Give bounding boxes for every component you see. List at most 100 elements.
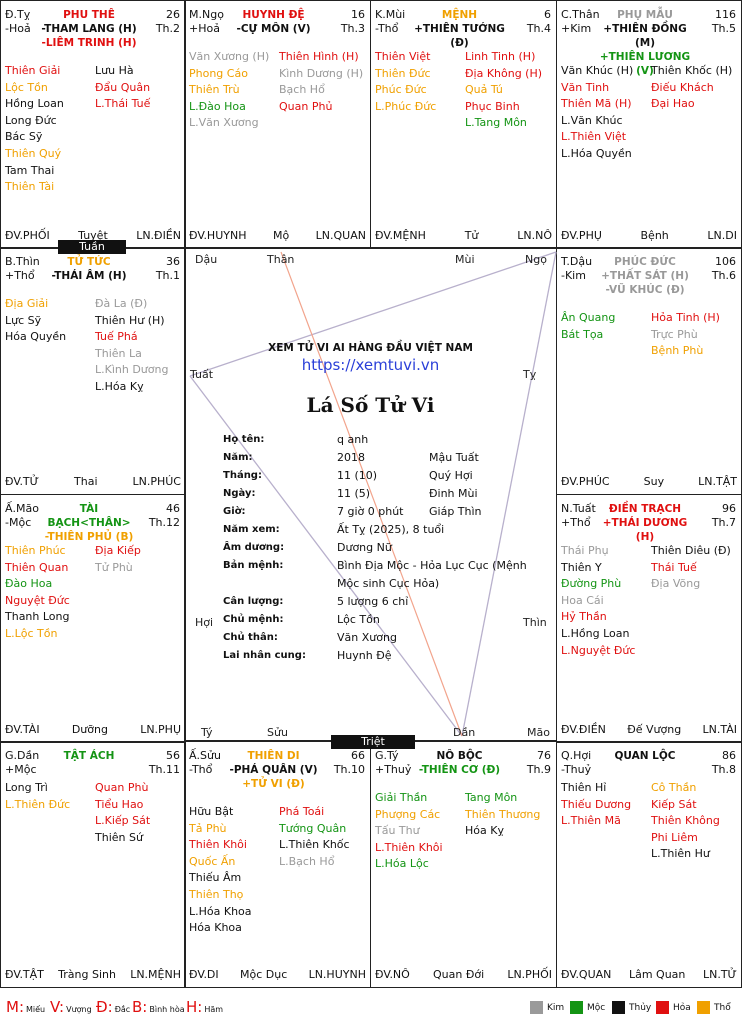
star-item: Giải Thần — [375, 791, 428, 804]
palace-house: QUAN LỘC — [614, 750, 676, 762]
main-star: +THIÊN ĐỒNG (M) — [603, 23, 687, 49]
star-item: Đà La (Đ) — [95, 297, 148, 310]
right-stars: Tang Môn Thiên Thương Hóa Kỵ — [465, 790, 540, 840]
element-swatch — [697, 1001, 710, 1014]
info-value: 7 giờ 0 phút — [337, 505, 404, 518]
branch-hoi: Hợi — [195, 616, 214, 629]
right-stars: Hỏa Tinh (H) Trực Phù Bệnh Phù — [651, 310, 720, 360]
palace-can: G.Tý — [375, 749, 399, 762]
star-item: L.Kiếp Sát — [95, 814, 151, 828]
star-item: Thiên Hỉ — [561, 781, 607, 794]
triet-marker: Triệt — [331, 735, 415, 749]
palace-thin[interactable]: B.Thìn +Thổ 36 Th.1 TỬ TỨC -THÁI ÂM (H) ĐV.TỬ T… — [0, 247, 186, 495]
palace-than[interactable]: C.Thân +Kim 116 Th.5 PHỤ MẪU +THIÊN ĐỒNG (M) +… — [556, 0, 742, 249]
legend-key: M: — [6, 998, 24, 1016]
star-item: Điếu Khách — [651, 80, 714, 94]
star-item: Kiếp Sát — [651, 797, 697, 811]
palace-dau[interactable]: T.Dậu -Kim 106 Th.6 PHÚC ĐỨC +THẤT SÁT (H) -VŨ… — [556, 247, 742, 495]
palace-footer: ĐV.MỆNH Tử LN.NÔ — [375, 229, 552, 242]
star-item: Hữu Bật — [189, 805, 234, 818]
star-item: L.Hóa Quyền — [561, 146, 632, 160]
main-star: -THIÊN CƠ (Đ) — [418, 764, 501, 776]
star-item: Văn Khúc (H) — [561, 64, 634, 77]
palace-ti[interactable]: G.Tý +Thuỷ 76 Th.9 NÔ BỘC -THIÊN CƠ (Đ) ĐV.NÔ Q… — [370, 741, 557, 988]
palace-house: HUYNH ĐỆ — [242, 9, 305, 21]
info-label: Lai nhân cung: — [223, 650, 306, 661]
left-stars: Thiên Giải Lộc Tồn Hồng Loan Long Đức Bác Sỹ… — [5, 63, 64, 196]
left-stars: Hữu Bật Tả Phù Thiên Khôi Quốc Ấn Thiếu Âm Th… — [189, 804, 252, 937]
palace-hoi[interactable]: Q.Hợi -Thuỷ 86 Th.8 QUAN LỘC ĐV.QUAN Lâm Quan L… — [556, 741, 742, 988]
star-item: Thiên Không — [651, 814, 720, 828]
palace-ty[interactable]: Đ.Tỵ -Hoả 26 Th.2 PHU THÊ -THAM LANG (H) -LIÊM… — [0, 0, 186, 249]
palace-mao[interactable]: Ấ.Mão -Mộc 46 Th.12 TÀI BẠCH<THÂN> -THIÊN PHỦ… — [0, 494, 186, 743]
footer-stage: Đế Vượng — [627, 723, 682, 736]
legend-element: Mộc — [570, 1001, 605, 1014]
right-stars: Thiên Khốc (H) Điếu Khách Đại Hao — [651, 63, 732, 113]
palace-footer: ĐV.NÔ Quan Đới LN.PHỐI — [375, 968, 552, 981]
legend-key: B: — [132, 998, 148, 1016]
info-detail: Mậu Tuất — [429, 451, 479, 464]
footer-dv: ĐV.NÔ — [375, 968, 410, 981]
palace-house: ĐIỀN TRẠCH — [608, 503, 682, 515]
footer-ln: LN.HUYNH — [308, 968, 366, 981]
right-stars: Linh Tinh (H) Địa Không (H) Quả Tú Phục Bin… — [465, 49, 542, 132]
palace-house: PHÚC ĐỨC — [614, 256, 676, 268]
star-item: Hồng Loan — [5, 97, 64, 111]
site-link[interactable]: https://xemtuvi.vn — [301, 356, 440, 374]
palace-age: 36 Th.1 — [156, 255, 180, 283]
legend-key: H: — [186, 998, 203, 1016]
star-item: Thiên Thương — [465, 807, 541, 821]
footer-ln: LN.DI — [707, 229, 737, 242]
info-value: 5 lượng 6 chỉ — [337, 595, 409, 608]
palace-number: 76 — [537, 749, 551, 762]
left-stars: Thái Phụ Thiên Y Đường Phù Hoa Cái Hỷ Thần L.… — [561, 543, 635, 659]
info-row: Âm dương: Dương Nữ — [223, 539, 527, 557]
palace-suu[interactable]: Ấ.Sửu -Thổ 66 Th.10 THIÊN DI -PHÁ QUÂN (V) +TỬ… — [184, 741, 371, 988]
left-stars: Thiên Hỉ Thiếu Dương L.Thiên Mã — [561, 780, 631, 830]
palace-age: 86 Th.8 — [712, 749, 736, 777]
element-name: Thổ — [714, 1002, 731, 1013]
palace-stem: Ấ.Sửu -Thổ — [189, 749, 221, 777]
palace-dan[interactable]: G.Dần +Mộc 56 Th.11 TẬT ÁCH ĐV.TẬT Tràng Sinh L… — [0, 741, 186, 988]
legend-meaning: Miếu — [26, 1005, 46, 1014]
site-heading: XEM TỬ VI AI HÀNG ĐẦU VIỆT NAM — [268, 342, 473, 354]
main-star: -PHÁ QUÂN (V) — [229, 764, 318, 776]
palace-main-stars: PHU THÊ -THAM LANG (H) -LIÊM TRINH (H) — [37, 8, 141, 50]
info-value: 2018 — [337, 451, 365, 464]
palace-th: Th.9 — [526, 763, 551, 776]
palace-footer: ĐV.DI Mộc Dục LN.HUYNH — [189, 968, 366, 981]
star-item: Thiên Thọ — [189, 887, 244, 901]
left-stars: Ân Quang Bát Tọa — [561, 310, 615, 343]
info-label: Họ tên: — [223, 434, 265, 445]
star-item: Bệnh Phù — [651, 344, 704, 358]
palace-tuat[interactable]: N.Tuất +Thổ 96 Th.7 ĐIỀN TRẠCH +THÁI DƯƠNG (H… — [556, 494, 742, 743]
star-item: Hoa Cái — [561, 593, 604, 607]
info-label: Bản mệnh: — [223, 560, 284, 571]
info-row: Chủ mệnh: Lộc Tồn — [223, 611, 527, 629]
main-star: +THẤT SÁT (H) — [601, 270, 689, 282]
palace-main-stars: PHỤ MẪU +THIÊN ĐỒNG (M) +THIÊN LƯƠNG (V) — [593, 8, 697, 78]
palace-age: 106 Th.6 — [712, 255, 736, 283]
star-item: Quả Tú — [465, 83, 503, 97]
main-star: -CỰ MÔN (V) — [236, 23, 311, 35]
star-item: Địa Không (H) — [465, 66, 543, 80]
star-item: Văn Tinh — [561, 80, 610, 94]
footer-ln: LN.NÔ — [517, 229, 552, 242]
palace-can: Ấ.Mão — [5, 502, 39, 515]
palace-th: Th.3 — [340, 22, 365, 35]
legend-meaning: Hãm — [204, 1005, 224, 1014]
star-item: L.Bạch Hổ — [279, 854, 335, 868]
palace-age: 96 Th.7 — [712, 502, 736, 530]
star-item: Phục Binh — [465, 99, 520, 113]
footer-stage: Tử — [464, 229, 479, 242]
palace-ngo[interactable]: M.Ngọ +Hoả 16 Th.3 HUYNH ĐỆ -CỰ MÔN (V) ĐV.HUY… — [184, 0, 371, 249]
element-name: Thủy — [629, 1002, 652, 1013]
branch-tuat: Tuất — [190, 368, 214, 381]
palace-number: 96 — [722, 502, 736, 515]
info-label: Cân lượng: — [223, 596, 284, 607]
star-item: Lộc Tồn — [5, 80, 48, 94]
footer-ln: LN.ĐIỀN — [136, 229, 181, 242]
palace-mui[interactable]: K.Mùi -Thổ 6 Th.4 MỆNH +THIÊN TƯỚNG (Đ) ĐV.MỆN… — [370, 0, 557, 249]
palace-can: M.Ngọ — [189, 8, 224, 21]
branch-dau: Dậu — [195, 253, 218, 266]
